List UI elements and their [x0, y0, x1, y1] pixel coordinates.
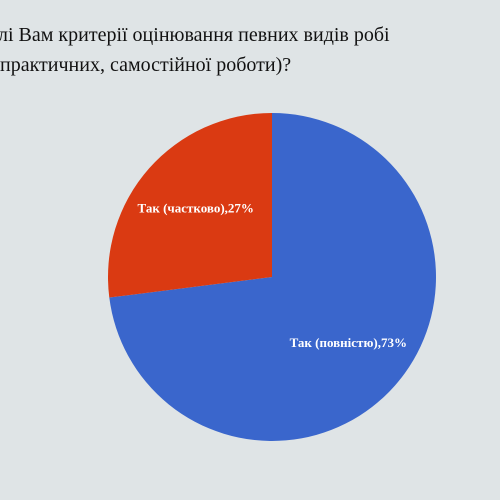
pie-slice	[108, 113, 272, 298]
chart-title-line: лі Вам критерії оцінювання певних видів …	[0, 24, 390, 46]
data-label: Так (частково),27%	[138, 201, 254, 216]
pie-slice	[109, 113, 436, 442]
data-label: Так (повністю),73%	[290, 335, 407, 350]
chart-title-line: практичних, самостійної роботи)?	[0, 54, 291, 76]
